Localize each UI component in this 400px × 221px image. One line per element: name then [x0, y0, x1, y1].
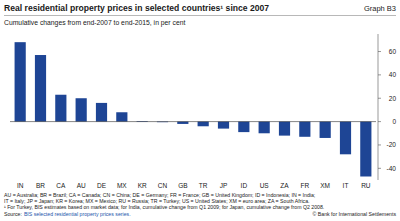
bar — [340, 122, 351, 155]
x-tick-label: US — [260, 182, 270, 189]
x-tick-label: MX — [117, 182, 127, 189]
bar — [198, 122, 209, 127]
bar — [259, 122, 270, 134]
y-tick — [378, 121, 381, 122]
graph-label: Graph B3 — [364, 4, 396, 13]
y-axis — [378, 34, 379, 180]
bar — [238, 122, 249, 133]
bars — [15, 42, 372, 176]
x-tick-label: CN — [158, 182, 168, 189]
y-tick-label: 60 — [389, 48, 397, 55]
y-tick-label: 20 — [389, 95, 397, 102]
bar — [299, 122, 310, 137]
bar — [35, 55, 46, 122]
bar — [279, 122, 290, 136]
x-tick-label: ZA — [280, 182, 289, 189]
x-tick-label: XM — [320, 182, 330, 189]
bar — [360, 122, 371, 177]
header-rule — [4, 15, 396, 16]
x-tick-label: FR — [300, 182, 309, 189]
footnote: AU = Australia; BR = Brazil; CA = Canada… — [4, 192, 315, 198]
x-tick-label: KR — [138, 182, 147, 189]
y-tick — [378, 74, 381, 75]
bar — [218, 122, 229, 129]
title: Real residential property prices in sele… — [4, 3, 269, 13]
source-prefix: Source: — [4, 211, 22, 217]
y-tick — [378, 51, 381, 52]
bar — [116, 112, 127, 121]
y-tick — [378, 98, 381, 99]
bar — [177, 122, 188, 124]
zero-line — [10, 121, 376, 122]
x-tick-label: IT — [343, 182, 349, 189]
bar — [96, 103, 107, 122]
y-tick-label: -20 — [387, 141, 397, 148]
copyright: © Bank for International Settlements — [313, 211, 397, 217]
footnote: ¹ For Turkey, BIS estimates based on mar… — [4, 204, 324, 210]
chart: Real residential property prices in sele… — [0, 0, 400, 221]
x-tick-label: RU — [361, 182, 371, 189]
y-tick — [378, 168, 381, 169]
x-tick-label: JP — [220, 182, 228, 189]
x-tick-label: BR — [36, 182, 45, 189]
y-tick-label: 40 — [389, 71, 397, 78]
y-tick — [378, 144, 381, 145]
bar — [76, 98, 87, 121]
x-tick-label: TR — [199, 182, 208, 189]
footnote: IT = Italy; JP = Japan; KR = Korea; MX =… — [4, 198, 309, 204]
x-tick-label: DE — [97, 182, 107, 189]
background — [0, 0, 400, 221]
x-tick-label: ID — [241, 182, 248, 189]
x-tick-label: AU — [77, 182, 86, 189]
x-tick-label: GB — [178, 182, 187, 189]
bar — [15, 42, 26, 121]
x-tick-label: IN — [17, 182, 24, 189]
source: BIS selected residential property prices… — [24, 211, 131, 217]
x-tick-label: CA — [56, 182, 66, 189]
bar — [320, 122, 331, 138]
y-tick-label: -40 — [387, 165, 397, 172]
y-tick-label: 0 — [392, 118, 396, 125]
bar — [55, 95, 66, 122]
subtitle: Cumulative changes from end-2007 to end-… — [4, 19, 185, 27]
